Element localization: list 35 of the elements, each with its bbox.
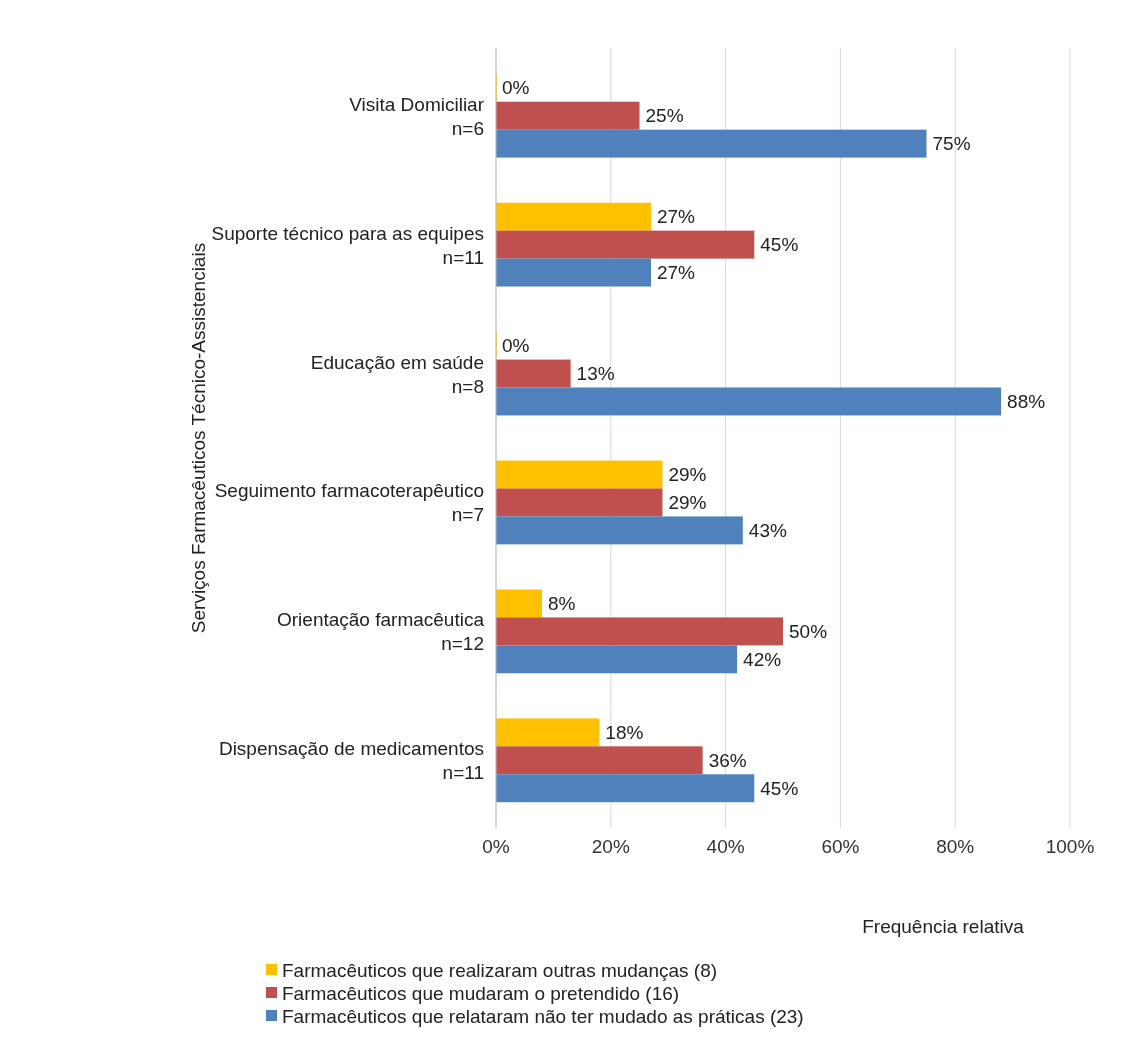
data-label: 45% [760, 777, 799, 799]
data-label: 27% [656, 262, 696, 284]
x-axis-title: Frequência relativa [862, 916, 1025, 937]
y-tick-label: Seguimento farmacoterapêutico n=7 [214, 479, 484, 525]
data-label: 45% [760, 234, 799, 256]
data-label: 18% [605, 721, 644, 743]
data-label: 13% [576, 363, 615, 385]
x-tick-label: 80% [936, 836, 975, 857]
data-label: 29% [668, 464, 707, 486]
legend-label: Farmacêuticos que mudaram o pretendido (16) [282, 982, 680, 1004]
legend-label: Farmacêuticos que realizaram outras mudanças (8) [282, 959, 718, 981]
x-tick-label: 20% [591, 836, 630, 857]
data-label: 36% [708, 749, 747, 771]
y-axis-title: Serviços Farmacêuticos Técnico-Assistenciais [187, 242, 209, 634]
x-tick-label: 100% [1045, 836, 1095, 857]
y-tick-label: Visita Domiciliar n=6 [349, 93, 485, 139]
data-label: 75% [932, 133, 971, 155]
data-label: 29% [668, 491, 707, 513]
data-label: 43% [748, 519, 787, 541]
x-tick-label: 0% [482, 836, 510, 857]
y-tick-label: Educação em saúde n=8 [310, 351, 484, 397]
x-tick-label: 60% [821, 836, 860, 857]
data-label: 8% [547, 592, 576, 614]
data-label: 42% [743, 648, 782, 670]
data-label: 0% [502, 335, 530, 357]
data-label: 88% [1007, 390, 1046, 412]
y-tick-label: Dispensação de medicamentos n=11 [218, 737, 484, 783]
y-tick-label: Orientação farmacêutica n=12 [277, 608, 485, 654]
data-label: 25% [645, 105, 684, 127]
y-tick-label: Suporte técnico para as equipes n=11 [211, 222, 484, 268]
x-tick-label: 40% [706, 836, 745, 857]
data-label: 50% [789, 620, 828, 642]
data-label: 0% [502, 77, 530, 99]
data-label: 27% [656, 206, 696, 228]
legend-label: Farmacêuticos que relataram não ter mudado as práticas (23) [282, 1005, 804, 1027]
